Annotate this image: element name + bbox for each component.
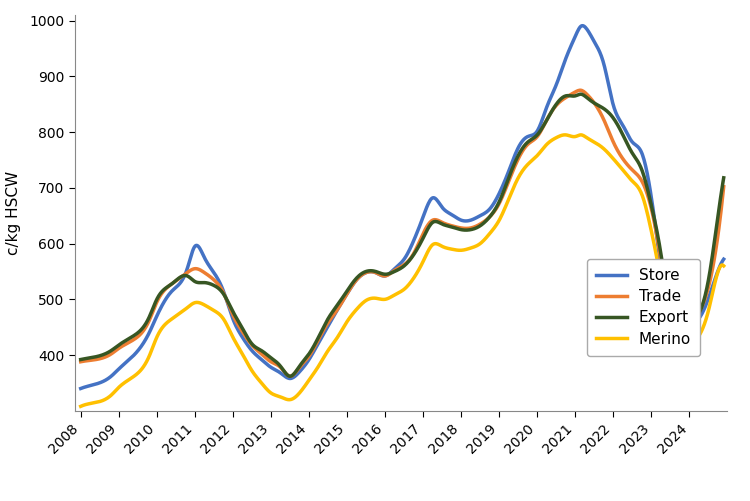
Trade [116, 345, 124, 351]
Merino [631, 181, 640, 187]
Trade [286, 373, 295, 379]
Trade [487, 212, 496, 218]
Merino [486, 230, 495, 236]
Y-axis label: c/kg HSCW: c/kg HSCW [6, 171, 21, 255]
Trade [632, 170, 640, 176]
Store [564, 49, 573, 55]
Export [719, 175, 728, 181]
Export [451, 225, 460, 231]
Trade [76, 359, 86, 365]
Store [578, 23, 586, 29]
Export [487, 212, 496, 218]
Trade [565, 93, 574, 99]
Store [449, 213, 458, 219]
Merino [466, 245, 476, 251]
Merino [561, 132, 570, 138]
Trade [467, 225, 476, 231]
Merino [449, 246, 458, 253]
Export [286, 373, 295, 379]
Trade [719, 184, 728, 190]
Export [576, 91, 585, 97]
Store [76, 385, 86, 391]
Merino [116, 383, 124, 389]
Line: Trade: Trade [81, 90, 724, 376]
Export [116, 341, 124, 347]
Store [719, 256, 728, 262]
Export [565, 93, 574, 99]
Line: Merino: Merino [81, 135, 724, 406]
Trade [576, 87, 585, 93]
Merino [76, 403, 86, 409]
Merino [719, 263, 728, 269]
Trade [451, 223, 460, 229]
Merino [565, 133, 574, 139]
Store [631, 142, 640, 148]
Line: Export: Export [81, 94, 724, 376]
Line: Store: Store [81, 26, 724, 388]
Export [632, 156, 640, 162]
Store [486, 205, 495, 211]
Store [116, 365, 124, 371]
Store [466, 217, 476, 223]
Export [76, 357, 86, 363]
Export [467, 226, 476, 232]
Legend: Store, Trade, Export, Merino: Store, Trade, Export, Merino [587, 259, 700, 356]
